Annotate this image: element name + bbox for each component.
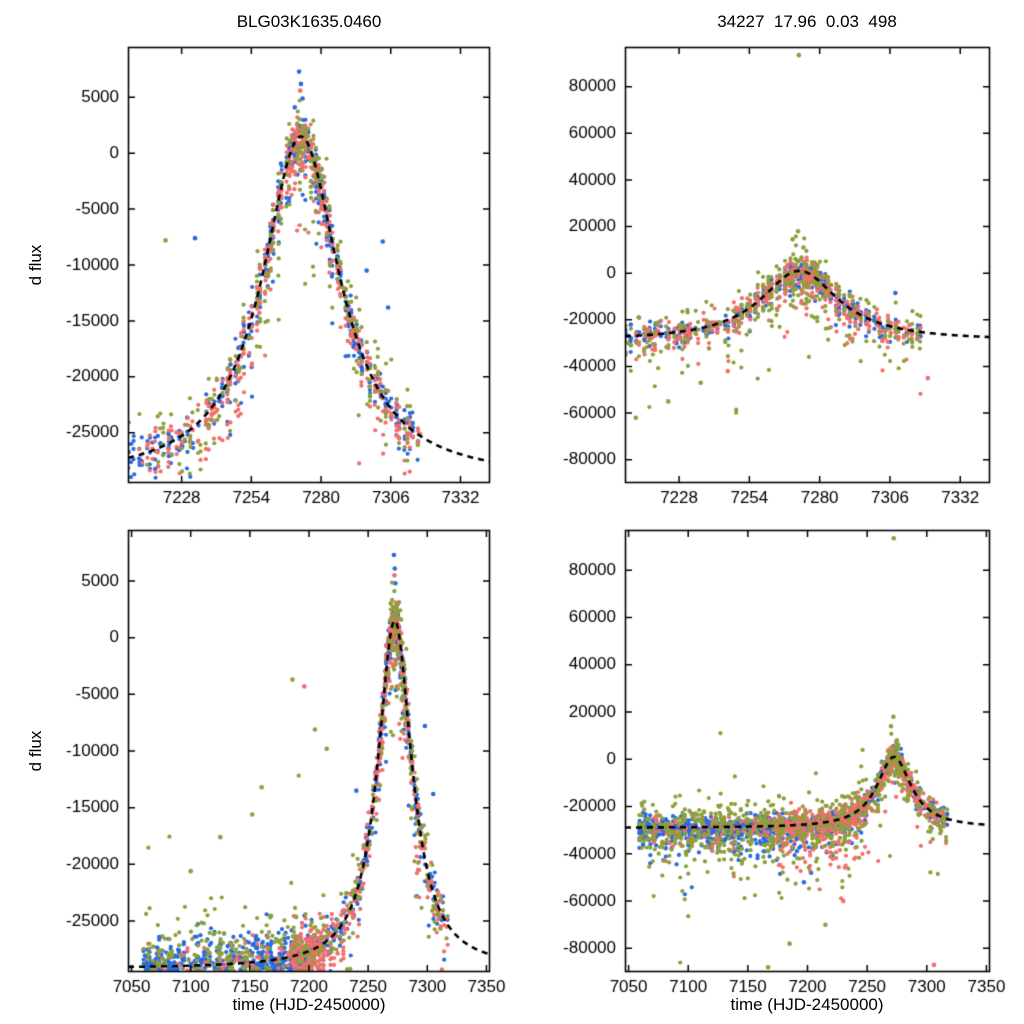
x-axis-label-left: time (HJD-2450000) xyxy=(232,995,386,1014)
panel-title-right: 34227 17.96 0.03 498 xyxy=(717,12,897,31)
panel-title-left: BLG03K1635.0460 xyxy=(236,12,382,31)
y-axis-label-top: d flux xyxy=(26,244,45,286)
y-axis-label-bottom: d flux xyxy=(26,730,45,772)
x-axis-label-right: time (HJD-2450000) xyxy=(730,995,884,1014)
